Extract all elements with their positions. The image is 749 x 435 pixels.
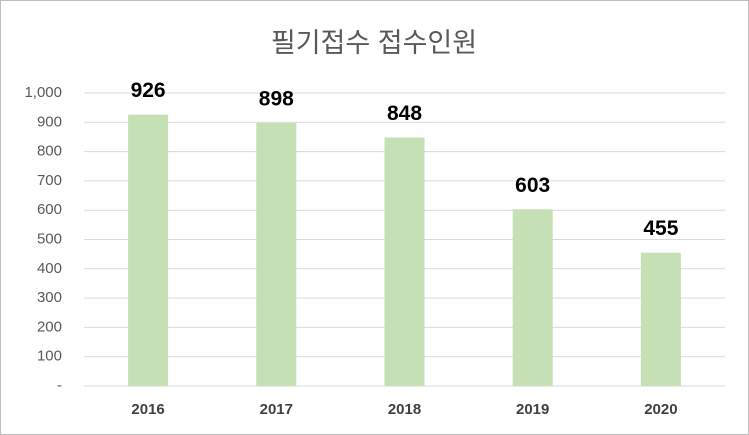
bar <box>640 252 681 386</box>
x-tick-label: 2020 <box>644 401 677 418</box>
y-tick-label: - <box>57 377 62 394</box>
bar <box>128 114 169 386</box>
y-tick-label: 300 <box>37 289 62 306</box>
y-tick-label: 600 <box>37 201 62 218</box>
y-tick-label: 800 <box>37 143 62 160</box>
value-label: 455 <box>643 217 678 240</box>
x-tick-label: 2016 <box>131 401 164 418</box>
x-tick-label: 2019 <box>516 401 549 418</box>
y-tick-label: 900 <box>37 113 62 130</box>
value-label: 898 <box>259 87 294 110</box>
bar <box>384 137 425 386</box>
x-tick-label: 2017 <box>260 401 293 418</box>
y-tick-label: 400 <box>37 260 62 277</box>
x-tick-label: 2018 <box>388 401 421 418</box>
y-tick-label: 100 <box>37 348 62 365</box>
bar <box>512 209 553 386</box>
y-tick-label: 500 <box>37 230 62 247</box>
y-tick-label: 1,000 <box>24 84 62 101</box>
bar <box>256 122 297 387</box>
y-tick-label: 200 <box>37 318 62 335</box>
value-label: 926 <box>131 79 166 102</box>
value-label: 603 <box>515 174 550 197</box>
y-tick-label: 700 <box>37 172 62 189</box>
value-label: 848 <box>387 102 422 125</box>
chart-title: 필기접수 접수인원 <box>271 28 477 58</box>
